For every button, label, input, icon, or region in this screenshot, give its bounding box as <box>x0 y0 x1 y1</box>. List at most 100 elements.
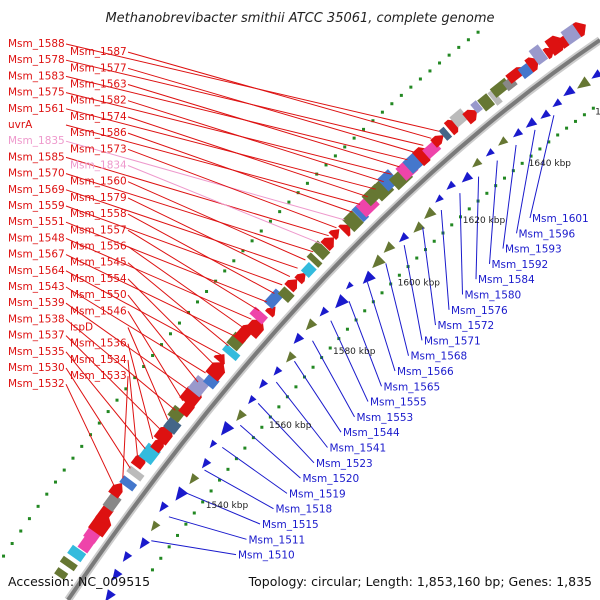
forward-gene-label: Msm_1559 <box>8 200 65 212</box>
ruler-dot <box>205 289 209 293</box>
ruler-dot <box>106 410 110 414</box>
reverse-gene-label: Msm_1518 <box>276 504 333 516</box>
ruler-dot <box>27 517 31 521</box>
forward-leader-line <box>65 173 314 253</box>
forward-gene-label: Msm_1588 <box>8 38 65 50</box>
reverse-gene-label: Msm_1592 <box>492 259 549 271</box>
forward-feature <box>163 416 182 435</box>
forward-leader-line <box>127 359 139 459</box>
ruler-dot <box>259 229 263 233</box>
forward-feature <box>150 437 164 454</box>
ruler-dot <box>241 249 245 253</box>
forward-feature <box>126 465 145 482</box>
reverse-feature <box>540 109 551 119</box>
ruler-dot <box>97 421 101 425</box>
ruler-dot <box>277 405 281 409</box>
topology-text: Topology: circular; Length: 1,853,160 bp… <box>248 574 592 589</box>
ruler-dot <box>167 545 171 549</box>
reverse-gene-label: Msm_1519 <box>289 488 346 500</box>
ruler-dot <box>565 126 569 130</box>
ruler-dot <box>324 163 328 167</box>
forward-feature <box>342 210 364 233</box>
forward-feature <box>477 93 496 112</box>
reverse-feature <box>362 270 376 284</box>
forward-feature <box>377 169 400 192</box>
ruler-tick-label: 1540 kbp <box>206 501 249 511</box>
forward-gene-label: Msm_1550 <box>70 289 127 301</box>
reverse-gene-label: Msm_1580 <box>465 290 522 302</box>
reverse-feature <box>591 69 600 79</box>
reverse-strand-features <box>105 69 600 600</box>
ruler-dot <box>333 154 337 158</box>
reverse-feature <box>248 395 257 405</box>
forward-gene-label: Msm_1563 <box>70 79 127 91</box>
forward-labels: Msm_1588 Msm_1587 Msm_1578 Msm_1577 Msm_1583… <box>8 38 127 390</box>
ruler-dot <box>168 332 172 336</box>
ruler-dot <box>438 61 442 65</box>
reverse-feature <box>498 136 509 146</box>
reverse-leader-line <box>222 446 288 494</box>
reverse-leader-line <box>186 492 261 525</box>
ruler-dot <box>432 239 436 243</box>
forward-leader-line <box>65 108 376 190</box>
ruler-dot <box>390 102 394 106</box>
forward-leader-line <box>65 270 222 356</box>
forward-leader-line <box>127 84 400 168</box>
ruler-dot <box>305 181 309 185</box>
forward-feature <box>202 373 220 390</box>
forward-leader-line <box>65 286 206 374</box>
forward-feature <box>320 237 334 251</box>
forward-leader-line <box>65 254 237 338</box>
ruler-dot <box>371 119 375 123</box>
reverse-gene-label: Msm_1541 <box>330 443 387 455</box>
reverse-leader-line <box>529 115 555 219</box>
reverse-feature <box>424 206 437 219</box>
forward-feature <box>167 404 186 423</box>
forward-leader-line <box>65 335 161 430</box>
ruler-dot <box>124 387 128 391</box>
forward-leader-line <box>65 156 329 237</box>
forward-gene-label: Msm_1536 <box>70 338 127 350</box>
reverse-feature <box>413 221 426 233</box>
reverse-gene-label: Msm_1571 <box>424 335 481 347</box>
forward-leader-line <box>65 189 298 269</box>
ruler-dot <box>142 365 146 369</box>
forward-feature <box>487 89 503 106</box>
reverse-gene-label: Msm_1572 <box>438 320 495 332</box>
reverse-feature <box>563 85 576 97</box>
forward-gene-label: Msm_1579 <box>70 192 127 204</box>
forward-gene-label: Msm_1577 <box>70 62 127 74</box>
reverse-feature <box>435 194 444 203</box>
ruler-dot <box>467 207 471 211</box>
forward-feature <box>54 567 69 581</box>
reverse-gene-label: Msm_1596 <box>519 228 576 240</box>
ruler-dot <box>520 161 524 165</box>
reverse-gene-label: Msm_1601 <box>532 213 589 225</box>
reverse-leader-line <box>516 129 536 234</box>
forward-gene-label: Msm_1532 <box>8 378 65 390</box>
forward-leader-line <box>65 237 252 320</box>
forward-feature <box>265 306 276 318</box>
forward-leader-line <box>65 75 408 161</box>
forward-gene-label: Msm_1546 <box>70 305 127 317</box>
forward-feature <box>306 252 323 268</box>
forward-feature <box>213 354 225 366</box>
reverse-leader-line <box>385 263 409 356</box>
ruler-dot <box>343 145 347 149</box>
forward-gene-label: Msm_1551 <box>8 216 65 228</box>
ruler-tick-label: 1560 kbp <box>269 421 312 431</box>
forward-gene-label: Msm_1534 <box>70 354 127 366</box>
forward-gene-label: Msm_1570 <box>8 168 65 180</box>
reverse-gene-label: Msm_1566 <box>397 366 454 378</box>
reverse-gene-label: Msm_1515 <box>262 519 319 531</box>
ruler-dot <box>380 110 384 114</box>
reverse-leader-line <box>459 193 463 295</box>
ruler-dot <box>485 191 489 195</box>
forward-feature <box>572 22 586 38</box>
ruler-dot <box>399 93 403 97</box>
reverse-feature <box>552 98 563 108</box>
forward-leader-line <box>127 148 337 229</box>
reverse-feature <box>293 332 305 344</box>
reverse-feature <box>319 306 330 317</box>
ruler-dot <box>582 113 586 117</box>
